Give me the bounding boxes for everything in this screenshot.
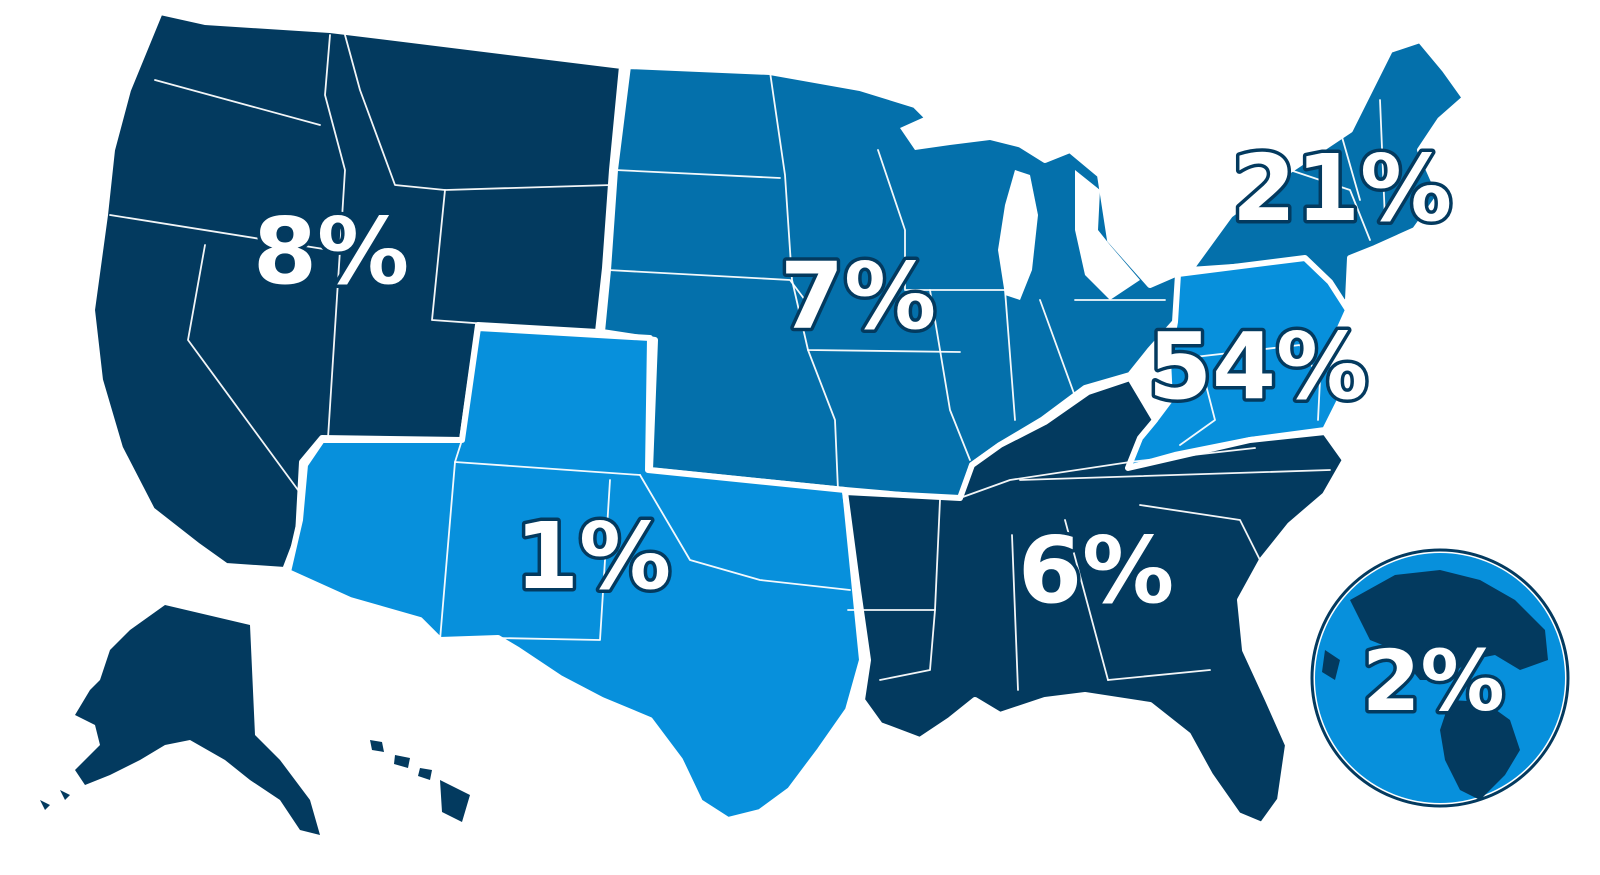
- alaska-islands: [40, 790, 70, 810]
- great-lake-huron-erie: [1075, 170, 1140, 300]
- great-lake-superior: [900, 110, 1055, 150]
- percent-label-international: 2%: [1362, 632, 1505, 730]
- great-lake-michigan: [998, 170, 1038, 300]
- percent-label-southwest: 1%: [515, 503, 671, 610]
- globe-continents: [1322, 570, 1548, 800]
- region-southwest: [285, 325, 865, 823]
- percent-label-southeast: 6%: [1018, 517, 1174, 624]
- region-alaska: [75, 605, 320, 835]
- percent-label-mid-atlantic: 54%: [1148, 313, 1368, 420]
- percent-label-west: 8%: [253, 198, 409, 305]
- region-southeast: [842, 375, 1348, 828]
- percent-label-midwest: 7%: [780, 243, 936, 350]
- region-hawaii: [370, 740, 470, 822]
- percent-label-northeast: 21%: [1232, 135, 1452, 242]
- region-northeast: [1187, 37, 1468, 313]
- globe-icon: [1309, 547, 1571, 809]
